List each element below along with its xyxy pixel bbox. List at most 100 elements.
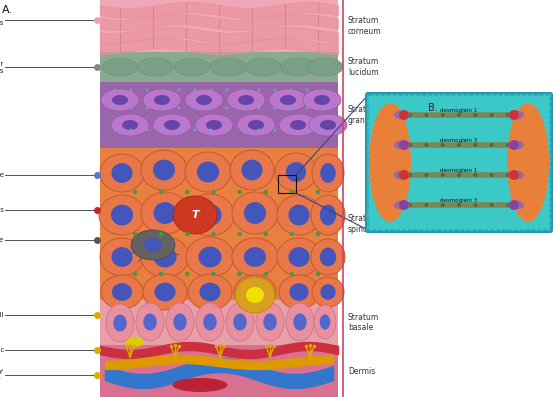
Circle shape <box>242 129 244 131</box>
Text: Tactile disc: Tactile disc <box>0 347 4 353</box>
Text: Merkel cell: Merkel cell <box>0 312 4 318</box>
Circle shape <box>211 232 216 236</box>
Ellipse shape <box>122 120 138 130</box>
Ellipse shape <box>185 89 223 111</box>
Ellipse shape <box>311 239 345 275</box>
Ellipse shape <box>164 120 180 130</box>
Circle shape <box>178 129 180 131</box>
Ellipse shape <box>312 277 344 307</box>
Ellipse shape <box>244 202 266 224</box>
Text: Melanocyte: Melanocyte <box>0 237 4 243</box>
Text: Dermis: Dermis <box>348 366 375 376</box>
Circle shape <box>441 173 445 177</box>
Ellipse shape <box>320 284 336 300</box>
Circle shape <box>274 129 276 131</box>
Circle shape <box>509 110 519 120</box>
Ellipse shape <box>197 162 219 182</box>
Ellipse shape <box>112 247 133 267</box>
Ellipse shape <box>232 192 278 234</box>
Circle shape <box>290 190 294 194</box>
Ellipse shape <box>112 163 133 183</box>
Circle shape <box>159 190 163 194</box>
Circle shape <box>424 113 429 117</box>
Ellipse shape <box>166 303 194 341</box>
Ellipse shape <box>174 58 210 76</box>
Circle shape <box>145 129 149 131</box>
Circle shape <box>159 232 163 236</box>
Circle shape <box>264 232 268 236</box>
Circle shape <box>145 106 149 110</box>
Text: A.: A. <box>2 5 13 15</box>
Ellipse shape <box>173 314 187 331</box>
Circle shape <box>473 173 477 177</box>
Ellipse shape <box>314 305 336 339</box>
Ellipse shape <box>230 150 274 190</box>
Circle shape <box>408 143 412 147</box>
Ellipse shape <box>280 95 296 105</box>
Circle shape <box>129 129 133 131</box>
Circle shape <box>129 89 133 91</box>
Ellipse shape <box>111 114 149 136</box>
Circle shape <box>489 113 494 117</box>
Ellipse shape <box>290 120 306 130</box>
Ellipse shape <box>320 314 330 330</box>
Ellipse shape <box>263 314 276 331</box>
Circle shape <box>226 129 228 131</box>
Ellipse shape <box>293 314 307 331</box>
Text: Stratum
granulosum: Stratum granulosum <box>348 105 394 125</box>
Ellipse shape <box>185 152 231 192</box>
Ellipse shape <box>508 200 524 210</box>
Ellipse shape <box>369 103 411 222</box>
Circle shape <box>408 203 412 207</box>
Ellipse shape <box>279 114 317 136</box>
Ellipse shape <box>277 195 321 235</box>
Ellipse shape <box>143 314 156 331</box>
Circle shape <box>506 143 510 147</box>
Circle shape <box>194 89 196 91</box>
Circle shape <box>399 170 409 180</box>
Ellipse shape <box>280 58 316 76</box>
Ellipse shape <box>320 120 336 130</box>
Circle shape <box>264 190 268 194</box>
Circle shape <box>210 129 212 131</box>
Circle shape <box>226 106 228 110</box>
Circle shape <box>237 190 242 194</box>
Circle shape <box>509 200 519 210</box>
Ellipse shape <box>100 238 144 276</box>
Ellipse shape <box>233 314 247 331</box>
Circle shape <box>161 89 164 91</box>
Text: T: T <box>191 210 199 220</box>
Circle shape <box>290 129 293 131</box>
Text: Keratinocyte: Keratinocyte <box>0 172 4 178</box>
Circle shape <box>226 89 228 91</box>
Circle shape <box>145 89 149 91</box>
Circle shape <box>321 129 325 131</box>
Ellipse shape <box>143 274 187 310</box>
Circle shape <box>133 232 137 236</box>
Circle shape <box>133 272 137 276</box>
Circle shape <box>237 232 242 236</box>
Circle shape <box>473 143 477 147</box>
Circle shape <box>161 129 164 131</box>
Circle shape <box>242 106 244 110</box>
Ellipse shape <box>394 141 410 150</box>
Ellipse shape <box>112 283 132 301</box>
Text: desmoglein 3: desmoglein 3 <box>440 138 478 143</box>
Ellipse shape <box>232 238 278 276</box>
Ellipse shape <box>289 247 310 267</box>
Circle shape <box>424 203 429 207</box>
Ellipse shape <box>394 200 410 210</box>
Text: B.: B. <box>428 103 438 113</box>
Circle shape <box>399 200 409 210</box>
Ellipse shape <box>507 103 549 222</box>
Ellipse shape <box>199 204 222 226</box>
Ellipse shape <box>188 274 232 310</box>
Circle shape <box>457 113 461 117</box>
Circle shape <box>321 89 325 91</box>
Ellipse shape <box>508 110 524 119</box>
FancyBboxPatch shape <box>366 93 552 232</box>
Bar <box>100 300 338 345</box>
Ellipse shape <box>394 170 410 179</box>
Ellipse shape <box>286 162 306 182</box>
Ellipse shape <box>101 89 139 111</box>
